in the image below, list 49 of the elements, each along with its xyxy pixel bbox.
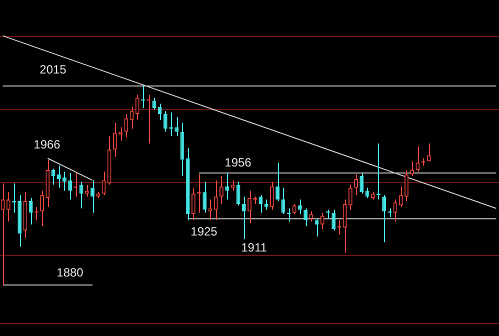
candlestick — [158, 103, 162, 120]
candlestick — [270, 181, 274, 210]
candlestick — [84, 184, 89, 198]
candlestick — [242, 196, 246, 240]
candlestick — [309, 210, 314, 222]
candlestick — [342, 198, 347, 254]
candlestick — [68, 172, 72, 200]
candlestick — [163, 110, 168, 132]
candlestick — [398, 186, 403, 208]
candlestick — [174, 116, 179, 137]
candlestick — [124, 114, 128, 138]
candlestick — [214, 180, 218, 221]
candlestick — [248, 190, 252, 224]
text: 2015 — [40, 62, 67, 76]
candlestick — [40, 190, 44, 227]
candlestick — [79, 181, 84, 209]
candlestick — [281, 187, 286, 215]
candlestick — [416, 146, 420, 172]
annotation: 1911 — [241, 240, 268, 254]
annotation: 1925 — [190, 224, 218, 238]
candlestick — [320, 212, 324, 230]
candlestick — [135, 94, 140, 120]
candlestick — [360, 172, 364, 194]
candlestick — [0, 182, 5, 286]
candlestick — [90, 180, 94, 214]
candlestick — [191, 187, 196, 221]
candlestick — [404, 169, 408, 202]
candlestick — [332, 209, 336, 232]
candlestick — [348, 184, 352, 210]
candlestick — [56, 165, 61, 188]
candlestick — [6, 192, 10, 222]
candlestick — [152, 97, 156, 110]
candlestick — [230, 180, 235, 192]
candlestick — [410, 160, 414, 176]
candlestick — [202, 181, 207, 214]
candlestick — [298, 198, 302, 215]
candlestick — [220, 175, 224, 205]
annotation: 1966 — [34, 137, 61, 152]
candlestick — [112, 122, 117, 158]
candlestick — [426, 143, 431, 162]
candlestick — [276, 162, 280, 202]
annotation: 1956 — [224, 155, 252, 170]
annotation: 1880 — [56, 265, 84, 280]
candlestick — [354, 174, 358, 196]
candlestick — [28, 198, 33, 226]
candlestick — [264, 198, 268, 210]
candlestick — [304, 208, 308, 227]
candlestick — [382, 194, 386, 243]
candlestick — [292, 204, 296, 215]
